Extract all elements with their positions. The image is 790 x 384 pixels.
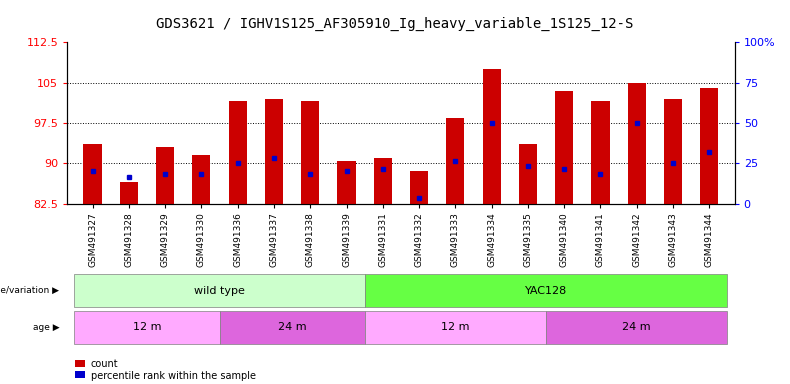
Bar bbox=[74, 275, 365, 307]
Bar bbox=[700, 88, 718, 204]
Text: 24 m: 24 m bbox=[623, 322, 651, 333]
Bar bbox=[555, 91, 574, 204]
Bar bbox=[220, 311, 365, 344]
Bar bbox=[365, 275, 728, 307]
Text: YAC128: YAC128 bbox=[525, 286, 567, 296]
Bar bbox=[156, 147, 174, 204]
Bar bbox=[410, 171, 428, 204]
Bar bbox=[74, 311, 220, 344]
Bar bbox=[374, 158, 392, 204]
Bar bbox=[301, 101, 319, 204]
Bar bbox=[265, 99, 283, 204]
Bar bbox=[228, 101, 246, 204]
Bar bbox=[628, 83, 645, 204]
Text: percentile rank within the sample: percentile rank within the sample bbox=[91, 371, 256, 381]
Text: wild type: wild type bbox=[194, 286, 245, 296]
Bar bbox=[483, 69, 501, 204]
Bar bbox=[664, 99, 682, 204]
Text: genotype/variation ▶: genotype/variation ▶ bbox=[0, 286, 59, 295]
Text: 24 m: 24 m bbox=[278, 322, 307, 333]
Bar bbox=[192, 155, 210, 204]
Text: age ▶: age ▶ bbox=[32, 323, 59, 332]
Bar bbox=[446, 118, 465, 204]
Bar bbox=[519, 144, 537, 204]
Bar bbox=[546, 311, 728, 344]
Text: GDS3621 / IGHV1S125_AF305910_Ig_heavy_variable_1S125_12-S: GDS3621 / IGHV1S125_AF305910_Ig_heavy_va… bbox=[156, 17, 634, 31]
Bar bbox=[120, 182, 138, 204]
Bar bbox=[365, 311, 546, 344]
Text: 12 m: 12 m bbox=[133, 322, 161, 333]
Bar bbox=[592, 101, 610, 204]
Bar bbox=[337, 161, 356, 204]
Text: 12 m: 12 m bbox=[441, 322, 469, 333]
Bar bbox=[84, 144, 102, 204]
Text: count: count bbox=[91, 359, 118, 369]
